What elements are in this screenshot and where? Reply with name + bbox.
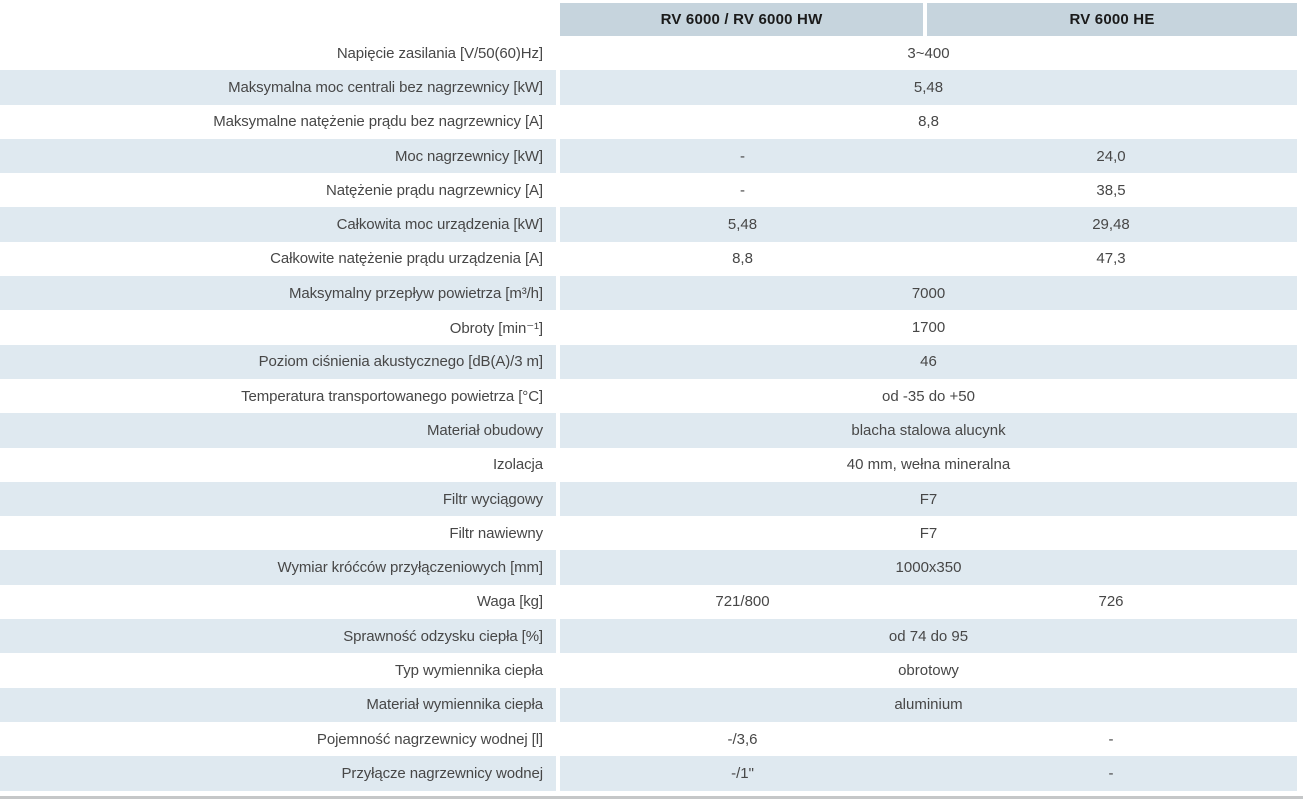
row-label: Waga [kg] <box>0 584 560 620</box>
table-row: Filtr wyciągowy F7 <box>0 481 1297 517</box>
row-value-he: - <box>925 721 1297 757</box>
row-label: Temperatura transportowanego powietrza [… <box>0 378 560 414</box>
table-row: Waga [kg] 721/800 726 <box>0 584 1297 620</box>
table-row: Moc nagrzewnicy [kW] - 24,0 <box>0 138 1297 174</box>
row-value-shared: F7 <box>560 481 1297 517</box>
table-row: Typ wymiennika ciepła obrotowy <box>0 653 1297 688</box>
header-row: RV 6000 / RV 6000 HW RV 6000 HE <box>0 3 1297 36</box>
row-label: Typ wymiennika ciepła <box>0 653 560 688</box>
header-corner-cell <box>0 3 560 36</box>
row-value-shared: blacha stalowa alucynk <box>560 413 1297 448</box>
row-label: Wymiar króćców przyłączeniowych [mm] <box>0 550 560 585</box>
column-header-rv6000-hw: RV 6000 / RV 6000 HW <box>560 3 925 36</box>
row-value-he: 47,3 <box>925 241 1297 277</box>
row-label: Obroty [min⁻¹] <box>0 310 560 345</box>
row-value-shared: 7000 <box>560 276 1297 311</box>
row-label: Całkowite natężenie prądu urządzenia [A] <box>0 241 560 277</box>
table-row: Natężenie prądu nagrzewnicy [A] - 38,5 <box>0 173 1297 208</box>
row-value-hw: -/1" <box>560 756 925 791</box>
row-value-hw: - <box>560 138 925 174</box>
table-row: Poziom ciśnienia akustycznego [dB(A)/3 m… <box>0 344 1297 379</box>
table-row: Sprawność odzysku ciepła [%] od 74 do 95 <box>0 619 1297 654</box>
table-row: Izolacja 40 mm, wełna mineralna <box>0 447 1297 482</box>
row-value-shared: F7 <box>560 516 1297 551</box>
bottom-divider <box>0 796 1303 799</box>
row-label: Materiał wymiennika ciepła <box>0 687 560 722</box>
row-label: Napięcie zasilania [V/50(60)Hz] <box>0 36 560 71</box>
table-row: Maksymalna moc centrali bez nagrzewnicy … <box>0 70 1297 105</box>
row-label: Natężenie prądu nagrzewnicy [A] <box>0 173 560 208</box>
table-row: Materiał obudowy blacha stalowa alucynk <box>0 413 1297 448</box>
table-row: Maksymalny przepływ powietrza [m³/h] 700… <box>0 276 1297 311</box>
row-label: Maksymalny przepływ powietrza [m³/h] <box>0 276 560 311</box>
table-row: Materiał wymiennika ciepła aluminium <box>0 687 1297 722</box>
row-value-he: 726 <box>925 584 1297 620</box>
row-label: Moc nagrzewnicy [kW] <box>0 138 560 174</box>
row-value-shared: 1000x350 <box>560 550 1297 585</box>
row-value-he: - <box>925 756 1297 791</box>
row-value-he: 24,0 <box>925 138 1297 174</box>
spec-table-body: Napięcie zasilania [V/50(60)Hz] 3~400 Ma… <box>0 36 1297 791</box>
table-row: Temperatura transportowanego powietrza [… <box>0 378 1297 414</box>
table-row: Maksymalne natężenie prądu bez nagrzewni… <box>0 104 1297 139</box>
table-row: Obroty [min⁻¹] 1700 <box>0 310 1297 345</box>
row-label: Całkowita moc urządzenia [kW] <box>0 207 560 242</box>
row-value-shared: 40 mm, wełna mineralna <box>560 447 1297 482</box>
row-label: Izolacja <box>0 447 560 482</box>
row-value-shared: 46 <box>560 344 1297 379</box>
row-label: Filtr wyciągowy <box>0 481 560 517</box>
row-label: Materiał obudowy <box>0 413 560 448</box>
column-header-rv6000-he: RV 6000 HE <box>925 3 1297 36</box>
row-value-he: 38,5 <box>925 173 1297 208</box>
spec-table: RV 6000 / RV 6000 HW RV 6000 HE Napięcie… <box>0 3 1297 791</box>
row-label: Maksymalne natężenie prądu bez nagrzewni… <box>0 104 560 139</box>
table-row: Wymiar króćców przyłączeniowych [mm] 100… <box>0 550 1297 585</box>
row-value-shared: 3~400 <box>560 36 1297 71</box>
row-label: Filtr nawiewny <box>0 516 560 551</box>
row-label: Maksymalna moc centrali bez nagrzewnicy … <box>0 70 560 105</box>
row-label: Przyłącze nagrzewnicy wodnej <box>0 756 560 791</box>
row-value-shared: 8,8 <box>560 104 1297 139</box>
row-value-hw: - <box>560 173 925 208</box>
row-value-he: 29,48 <box>925 207 1297 242</box>
table-row: Pojemność nagrzewnicy wodnej [l] -/3,6 - <box>0 721 1297 757</box>
row-label: Poziom ciśnienia akustycznego [dB(A)/3 m… <box>0 344 560 379</box>
table-row: Filtr nawiewny F7 <box>0 516 1297 551</box>
table-row: Przyłącze nagrzewnicy wodnej -/1" - <box>0 756 1297 791</box>
row-value-shared: od 74 do 95 <box>560 619 1297 654</box>
row-value-hw: 5,48 <box>560 207 925 242</box>
row-value-hw: 721/800 <box>560 584 925 620</box>
row-value-shared: 1700 <box>560 310 1297 345</box>
table-row: Napięcie zasilania [V/50(60)Hz] 3~400 <box>0 36 1297 71</box>
spec-table-header: RV 6000 / RV 6000 HW RV 6000 HE <box>0 3 1297 36</box>
row-value-hw: 8,8 <box>560 241 925 277</box>
row-value-hw: -/3,6 <box>560 721 925 757</box>
row-value-shared: 5,48 <box>560 70 1297 105</box>
table-row: Całkowita moc urządzenia [kW] 5,48 29,48 <box>0 207 1297 242</box>
row-value-shared: od -35 do +50 <box>560 378 1297 414</box>
row-value-shared: obrotowy <box>560 653 1297 688</box>
row-label: Pojemność nagrzewnicy wodnej [l] <box>0 721 560 757</box>
table-row: Całkowite natężenie prądu urządzenia [A]… <box>0 241 1297 277</box>
row-value-shared: aluminium <box>560 687 1297 722</box>
row-label: Sprawność odzysku ciepła [%] <box>0 619 560 654</box>
